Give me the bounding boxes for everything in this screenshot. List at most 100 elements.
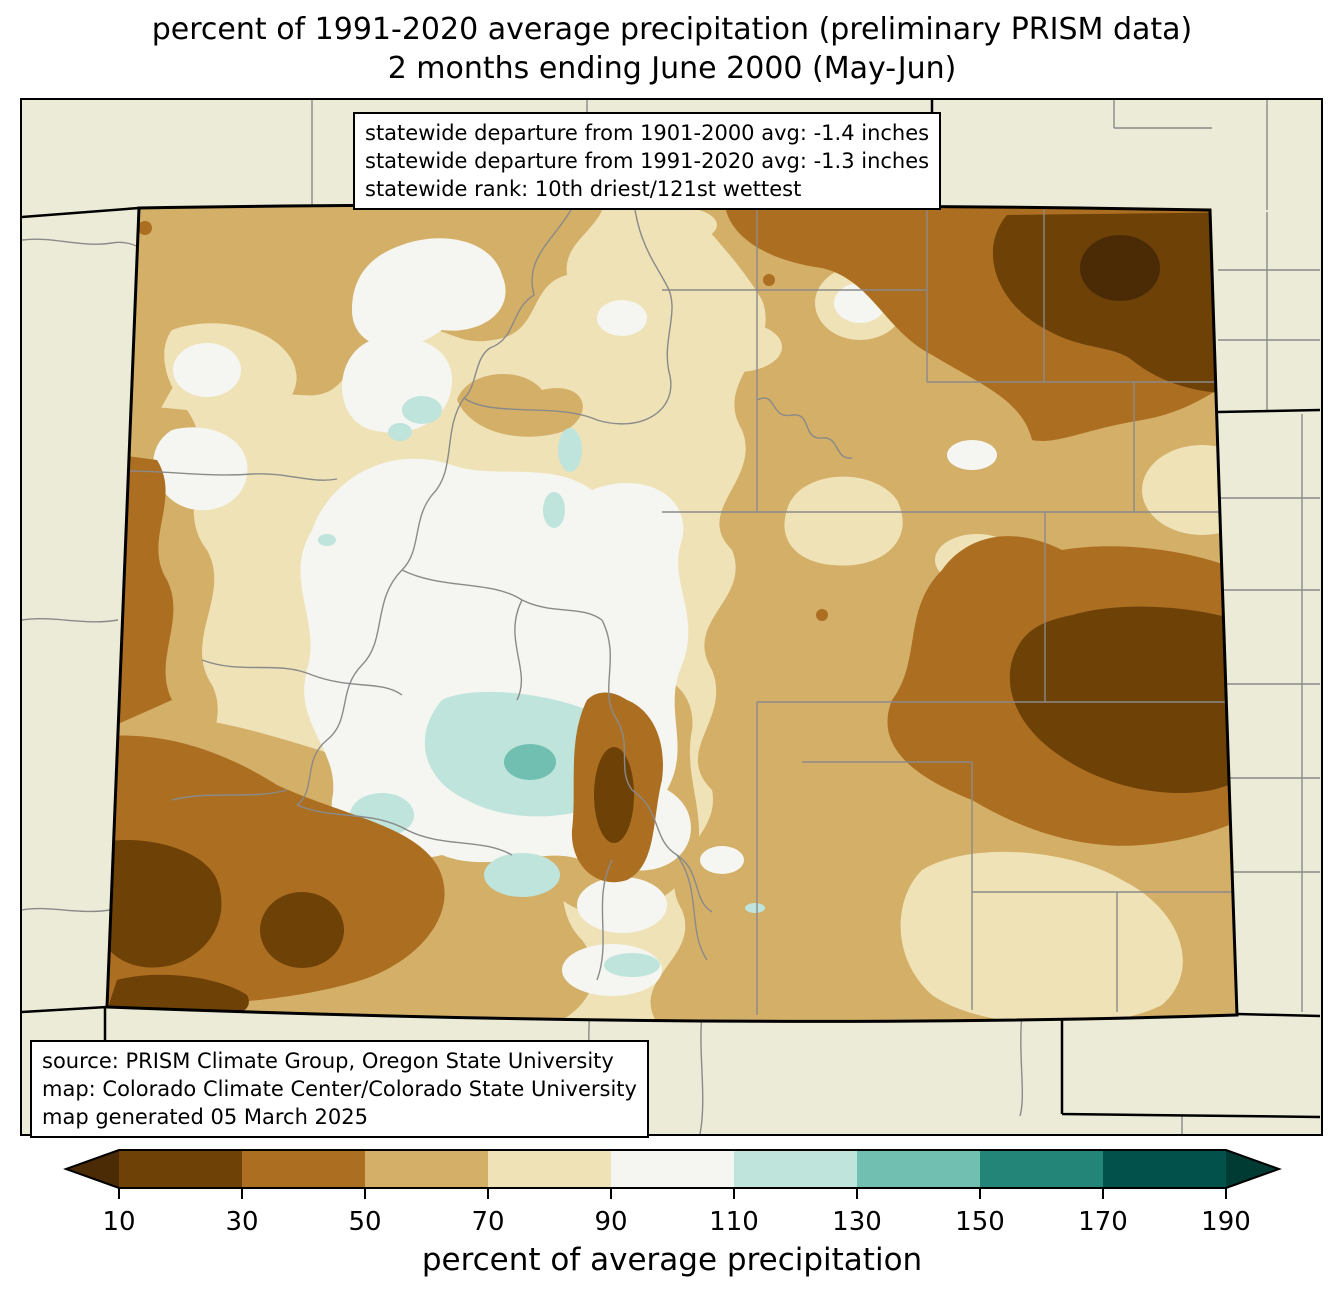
county-line	[596, 854, 708, 981]
contour-blob	[260, 892, 344, 968]
colorbar-outline	[63, 1149, 1282, 1189]
title-line-2: 2 months ending June 2000 (May-Jun)	[387, 51, 957, 86]
contour-blob	[815, 266, 905, 340]
county-line	[662, 210, 1237, 383]
contour-blob	[594, 747, 634, 843]
contour-blob	[577, 877, 667, 933]
contour-blob	[724, 204, 1237, 441]
colorbar-segment	[611, 1150, 734, 1188]
credits-line-3: map generated 05 March 2025	[42, 1105, 369, 1129]
colorbar-segments	[66, 1150, 1279, 1188]
colorbar-segment	[980, 1150, 1103, 1188]
contour-blob	[504, 744, 556, 780]
contour-blob	[1009, 606, 1237, 794]
colorbar-tick-labels: 10 30 50 70 90 110 130 150 170 190	[102, 1207, 1250, 1237]
county-line	[171, 659, 403, 801]
contour-blob	[650, 204, 1237, 1022]
contour-blob	[960, 547, 980, 563]
contour-blob	[107, 400, 218, 810]
tick-label: 190	[1201, 1207, 1251, 1237]
county-line	[22, 238, 140, 248]
tick-label: 70	[471, 1207, 504, 1237]
county-line	[514, 599, 633, 791]
contour-blob	[424, 691, 633, 817]
colorado-state-outline	[105, 203, 1239, 1023]
contour-region-10-30	[107, 212, 1237, 1015]
contour-region-lt10	[1080, 235, 1160, 301]
credits-line-1: source: PRISM Climate Group, Oregon Stat…	[42, 1049, 614, 1073]
tick-label: 150	[955, 1207, 1005, 1237]
contour-region-50-70	[107, 204, 1237, 1022]
colorbar: 10 30 50 70 90 110 130 150 170 190	[63, 1149, 1282, 1237]
county-line	[1218, 212, 1320, 410]
contour-blob	[947, 440, 997, 470]
county-line	[462, 204, 673, 425]
contour-blob	[138, 221, 152, 235]
county-line	[22, 907, 111, 913]
title-line-1: percent of 1991-2020 average precipitati…	[151, 12, 1193, 47]
tick-label: 90	[594, 1207, 627, 1237]
contour-blob	[352, 238, 506, 348]
contour-blob	[562, 944, 662, 996]
state-border-line	[1217, 408, 1321, 414]
colorbar-segment	[1103, 1150, 1226, 1188]
tick-label: 10	[102, 1207, 135, 1237]
map-plot-area	[20, 98, 1323, 1136]
contour-blob	[692, 322, 782, 372]
contour-blob	[457, 373, 583, 437]
colorbar-axis-label: percent of average precipitation	[421, 1242, 923, 1278]
contour-blob	[577, 779, 691, 871]
tick-label: 130	[832, 1207, 882, 1237]
neighbor-county-lines	[22, 100, 1320, 1134]
credits-box: source: PRISM Climate Group, Oregon Stat…	[30, 1040, 649, 1138]
contour-region-130-150	[504, 744, 556, 780]
state-border-line	[1236, 1012, 1321, 1018]
contour-blob	[816, 609, 828, 621]
county-line	[22, 617, 119, 623]
contour-blob	[604, 953, 660, 977]
county-line	[662, 290, 1237, 703]
colorbar-segment	[365, 1150, 488, 1188]
tick-label: 110	[709, 1207, 759, 1237]
contour-blob	[388, 423, 412, 441]
county-line	[296, 789, 713, 913]
contour-blob	[107, 840, 222, 968]
credits-line-2: map: Colorado Climate Center/Colorado St…	[42, 1077, 637, 1101]
contour-blob	[597, 300, 647, 336]
contour-blob	[107, 735, 445, 1005]
contour-blob	[107, 450, 174, 740]
contour-blob	[935, 534, 1019, 586]
county-line	[1219, 414, 1320, 1012]
colorbar-segment	[734, 1150, 857, 1188]
contour-blob	[107, 974, 249, 1015]
contour-blob	[1142, 445, 1237, 535]
contour-blob	[484, 853, 560, 897]
statewide-stats-box: statewide departure from 1901-2000 avg: …	[353, 112, 942, 210]
colorbar-segment	[857, 1150, 980, 1188]
county-lines	[109, 204, 1237, 1015]
county-line	[1019, 1013, 1024, 1117]
county-line	[401, 569, 603, 621]
contour-blob	[1035, 328, 1063, 352]
stats-line-2: statewide departure from 1991-2020 avg: …	[365, 149, 930, 173]
contour-blob	[300, 458, 689, 864]
colorbar-ticks	[118, 1188, 1227, 1199]
contour-blob	[164, 323, 297, 422]
contour-blob	[318, 534, 336, 546]
colorado-precipitation-map	[22, 100, 1321, 1134]
contour-blob	[402, 396, 442, 424]
contour-blob	[342, 336, 452, 433]
contour-blob	[700, 846, 744, 874]
contour-region-70-90-patches	[164, 207, 1237, 1022]
contour-region-30-50	[107, 204, 1237, 1005]
stats-line-1: statewide departure from 1901-2000 avg: …	[365, 121, 930, 145]
contour-region-70-90	[107, 204, 1237, 1022]
contour-blob	[489, 663, 700, 915]
contour-blob	[350, 793, 414, 837]
contour-blob	[558, 428, 582, 472]
colorbar-segment	[119, 1150, 242, 1188]
contour-blob	[887, 536, 1237, 846]
contour-blob	[784, 476, 903, 566]
contour-blob	[834, 283, 886, 323]
